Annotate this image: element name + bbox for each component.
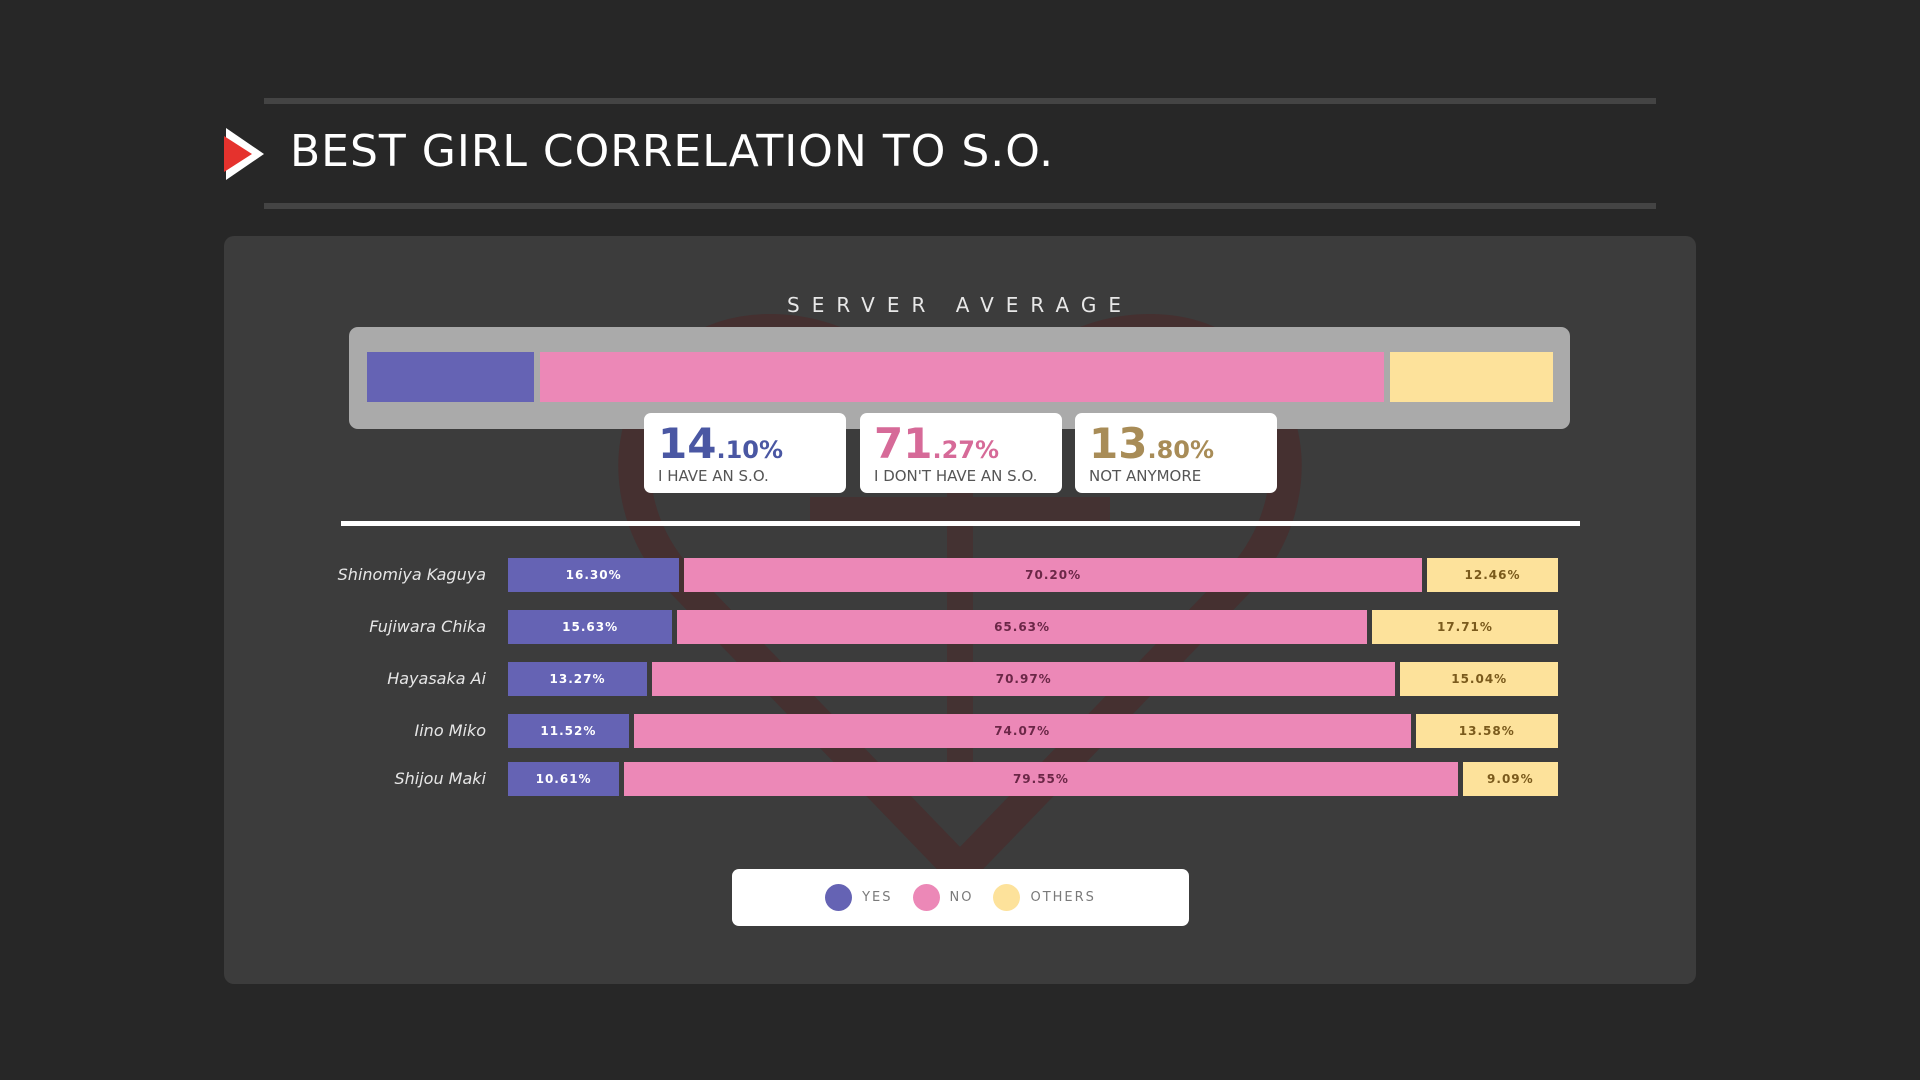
server-average-segment-no [539, 352, 1384, 402]
data-label: 65.63% [994, 620, 1051, 634]
row-label: Hayasaka Ai [387, 669, 486, 688]
data-label: 15.04% [1451, 672, 1508, 686]
stat-caption-yes: I HAVE AN S.O. [658, 467, 769, 485]
bar-segment-others: 12.46% [1427, 558, 1558, 592]
server-average-segment-yes [367, 352, 534, 402]
bar-segment-no: 65.63% [677, 610, 1367, 644]
stat-value-yes: 14.10% [658, 419, 783, 468]
data-label: 16.30% [565, 568, 622, 582]
bar-segment-yes: 16.30% [508, 558, 680, 592]
data-label: 12.46% [1464, 568, 1521, 582]
data-label: 74.07% [994, 724, 1051, 738]
bar-segment-others: 13.58% [1415, 714, 1558, 748]
bar-segment-others: 9.09% [1462, 762, 1558, 796]
data-label: 79.55% [1012, 772, 1069, 786]
data-label: 17.71% [1436, 620, 1493, 634]
stat-card-yes: 14.10% I HAVE AN S.O. [644, 413, 846, 493]
legend-label-others: OTHERS [1030, 890, 1096, 905]
bar-segment-yes: 11.52% [508, 714, 629, 748]
legend-item-yes: YES [825, 884, 892, 911]
stat-dec-yes: .10% [716, 436, 784, 464]
legend-item-no: NO [912, 884, 974, 911]
data-label: 70.20% [1025, 568, 1082, 582]
stat-dec-others: .80% [1147, 436, 1215, 464]
data-label: 15.63% [562, 620, 619, 634]
header-rule-top [264, 98, 1656, 104]
legend-dot-others [993, 884, 1021, 911]
bar-segment-yes: 15.63% [508, 610, 673, 644]
stat-value-no: 71.27% [874, 419, 999, 468]
bar-segment-others: 17.71% [1371, 610, 1558, 644]
stat-card-others: 13.80% NOT ANYMORE [1075, 413, 1277, 493]
legend-dot-no [912, 884, 940, 911]
legend-label-no: NO [949, 890, 974, 905]
stat-dec-no: .27% [932, 436, 1000, 464]
legend-dot-yes [825, 884, 853, 911]
chart-legend: YES NO OTHERS [732, 869, 1189, 926]
server-average-segment-others [1389, 352, 1553, 402]
row-label: Iino Miko [414, 721, 486, 740]
stat-value-others: 13.80% [1089, 419, 1214, 468]
stat-caption-others: NOT ANYMORE [1089, 467, 1202, 485]
bar-segment-no: 70.20% [684, 558, 1423, 592]
data-label: 70.97% [995, 672, 1052, 686]
legend-label-yes: YES [862, 890, 893, 905]
data-label: 13.27% [549, 672, 606, 686]
bar-segment-no: 79.55% [624, 762, 1458, 796]
data-label: 9.09% [1487, 772, 1534, 786]
bar-segment-yes: 10.61% [508, 762, 620, 796]
row-label: Shinomiya Kaguya [337, 565, 486, 584]
bar-segment-others: 15.04% [1400, 662, 1558, 696]
server-average-bar [367, 352, 1553, 402]
row-label: Fujiwara Chika [369, 617, 486, 636]
stat-card-no: 71.27% I DON'T HAVE AN S.O. [860, 413, 1062, 493]
legend-item-others: OTHERS [993, 884, 1095, 911]
stat-int-no: 71 [874, 419, 933, 468]
stat-int-others: 13 [1089, 419, 1148, 468]
header-rule-bottom [264, 203, 1656, 209]
row-label: Shijou Maki [394, 769, 486, 788]
data-label: 10.61% [535, 772, 592, 786]
play-arrow-icon [224, 128, 264, 180]
section-divider [341, 521, 1580, 526]
data-label: 13.58% [1458, 724, 1515, 738]
server-average-label: SERVER AVERAGE [787, 293, 1133, 317]
stat-caption-no: I DON'T HAVE AN S.O. [874, 467, 1038, 485]
stat-int-yes: 14 [658, 419, 717, 468]
bar-segment-yes: 13.27% [508, 662, 647, 696]
data-label: 11.52% [540, 724, 597, 738]
page-title: BEST GIRL CORRELATION TO S.O. [290, 126, 1055, 177]
bar-segment-no: 70.97% [652, 662, 1396, 696]
bar-segment-no: 74.07% [633, 714, 1411, 748]
